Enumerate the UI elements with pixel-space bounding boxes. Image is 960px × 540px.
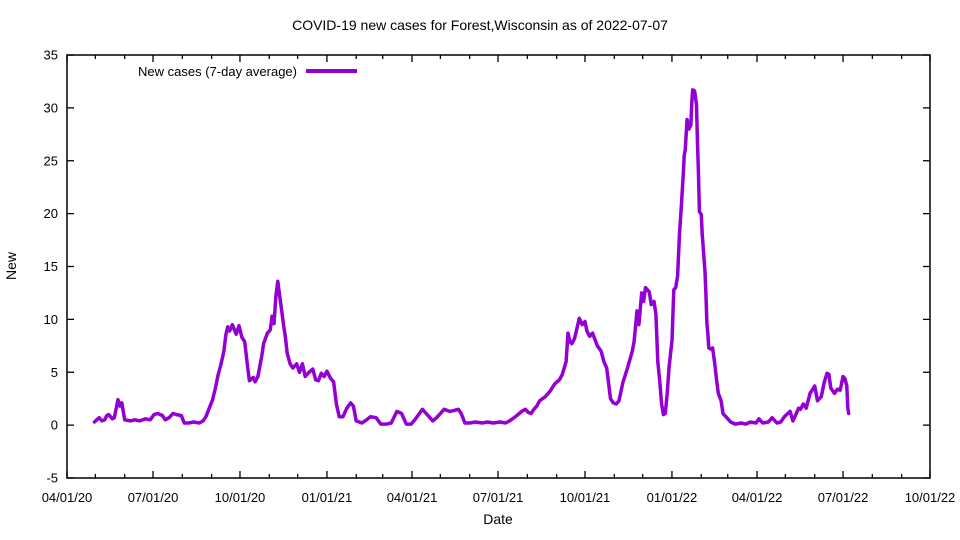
x-axis-tick-labels: 04/01/20 07/01/20 10/01/20 01/01/21 04/01/21… <box>42 490 956 505</box>
x-tick-label: 01/01/22 <box>647 490 698 505</box>
y-tick-label: 25 <box>44 153 58 168</box>
plot-border <box>66 54 931 479</box>
x-tick-label: 07/01/21 <box>473 490 524 505</box>
x-tick-label: 04/01/22 <box>732 490 783 505</box>
y-tick-label: 35 <box>44 48 58 63</box>
y-tick-label: 30 <box>44 100 58 115</box>
y-tick-label: 15 <box>44 259 58 274</box>
x-axis-title: Date <box>483 511 513 527</box>
x-tick-label: 07/01/20 <box>128 490 179 505</box>
y-tick-label: -5 <box>46 471 58 486</box>
x-tick-label: 10/01/22 <box>905 490 956 505</box>
x-tick-label: 04/01/21 <box>387 490 438 505</box>
x-tick-label: 07/01/22 <box>818 490 869 505</box>
legend-label: New cases (7-day average) <box>138 64 297 79</box>
y-axis-title: New <box>3 251 19 280</box>
y-axis-tick-labels: -5 0 5 10 15 20 25 30 35 <box>44 48 58 486</box>
y-tick-label: 5 <box>51 365 58 380</box>
chart-title: COVID-19 new cases for Forest,Wisconsin … <box>292 17 668 33</box>
y-tick-label: 10 <box>44 312 58 327</box>
x-tick-label: 01/01/21 <box>302 490 353 505</box>
y-tick-label: 0 <box>51 418 58 433</box>
y-tick-label: 20 <box>44 206 58 221</box>
x-tick-label: 10/01/21 <box>560 490 611 505</box>
x-tick-label: 10/01/20 <box>215 490 266 505</box>
x-tick-label: 04/01/20 <box>42 490 93 505</box>
data-line <box>92 88 851 426</box>
